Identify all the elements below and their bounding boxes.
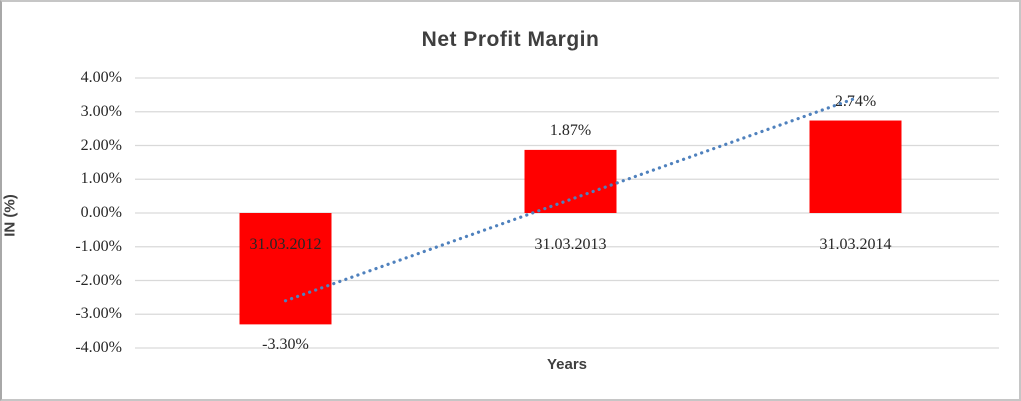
category-label: 31.03.2013 [534,236,607,253]
y-axis-tick-label: -2.00% [75,271,122,289]
y-axis-tick-label: 0.00% [80,204,122,221]
data-label: -3.30% [262,335,309,353]
y-axis-tick-label: 4.00% [80,69,122,86]
y-axis-tick-label: -1.00% [75,237,122,255]
category-label: 31.03.2014 [819,236,892,253]
y-axis-tick-label: 2.00% [80,136,122,154]
y-axis-tick-label: 3.00% [80,102,122,120]
chart-title: Net Profit Margin [421,28,600,51]
category-label: 31.03.2012 [249,236,322,253]
data-label: 2.74% [834,92,877,110]
y-axis-tick-label: -3.00% [75,305,122,323]
data-label: 1.87% [549,121,592,139]
y-axis-tick-label: -4.00% [75,339,122,356]
x-axis-title: Years [546,356,588,373]
y-axis-tick-label: 1.00% [80,170,122,188]
